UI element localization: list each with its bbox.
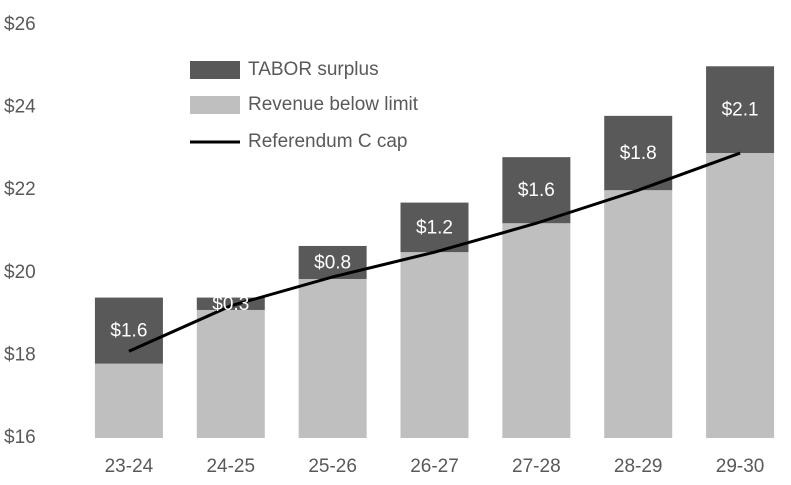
- value-label: $0.8: [314, 252, 351, 273]
- value-label: $1.2: [416, 217, 453, 238]
- y-tick-label: $22: [4, 179, 36, 200]
- legend-label: TABOR surplus: [248, 59, 379, 80]
- y-tick-label: $16: [4, 427, 36, 448]
- legend-swatch: [190, 96, 240, 114]
- bar-revenue: [502, 223, 571, 438]
- bar-surplus: [604, 115, 673, 191]
- x-tick-label: 28-29: [614, 456, 663, 477]
- bar-revenue: [298, 278, 367, 438]
- bar-surplus: [298, 245, 367, 279]
- x-tick-label: 29-30: [716, 456, 765, 477]
- legend-swatch: [190, 61, 240, 79]
- value-label: $1.8: [620, 143, 657, 164]
- value-label: $1.6: [518, 180, 555, 201]
- x-tick-label: 27-28: [512, 456, 561, 477]
- legend-label: Revenue below limit: [248, 94, 419, 115]
- value-label: $1.6: [110, 321, 147, 342]
- y-tick-label: $20: [4, 262, 36, 283]
- bar-surplus: [94, 297, 163, 364]
- bar-surplus: [400, 202, 469, 253]
- x-tick-label: 24-25: [206, 456, 255, 477]
- x-tick-label: 25-26: [308, 456, 357, 477]
- value-label: $2.1: [722, 100, 759, 121]
- bar-surplus: [502, 157, 571, 224]
- bar-revenue: [196, 309, 265, 438]
- bar-revenue: [94, 363, 163, 438]
- y-tick-label: $24: [4, 97, 36, 118]
- x-tick-label: 23-24: [105, 456, 154, 477]
- bar-revenue: [400, 252, 469, 438]
- legend-label: Referendum C cap: [248, 131, 407, 152]
- cap-line: [128, 151, 741, 353]
- x-tick-label: 26-27: [410, 456, 459, 477]
- bar-revenue: [604, 190, 673, 438]
- y-tick-label: $26: [4, 14, 36, 35]
- bar-surplus: [706, 66, 775, 154]
- y-tick-label: $18: [4, 344, 36, 365]
- value-label: $0.3: [212, 294, 249, 315]
- bar-revenue: [706, 153, 775, 438]
